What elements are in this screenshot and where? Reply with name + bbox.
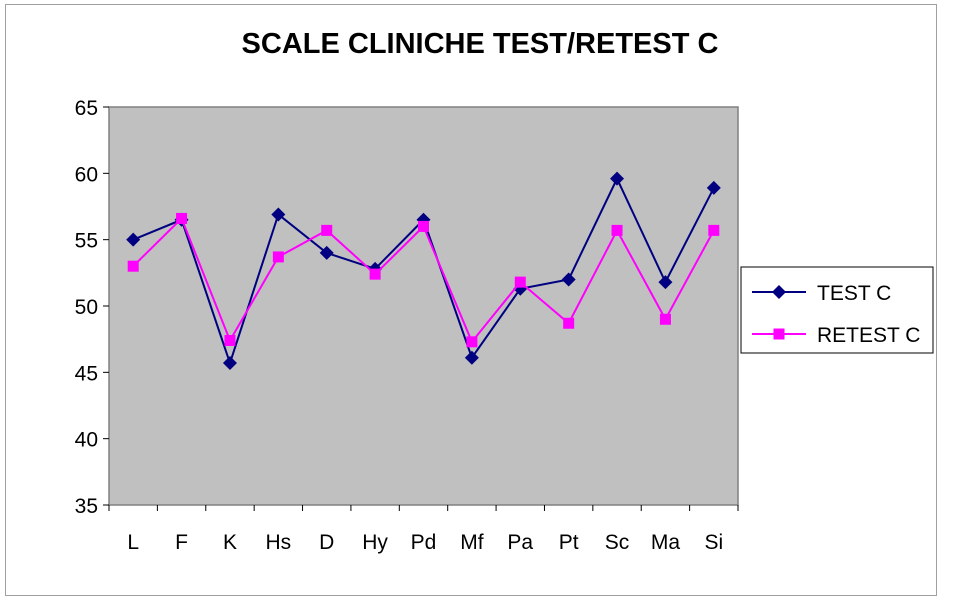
x-tick-label: Mf bbox=[460, 531, 483, 554]
x-tick-label: K bbox=[223, 531, 237, 554]
legend: TEST C RETEST C bbox=[740, 266, 934, 354]
y-tick-label: 35 bbox=[75, 495, 98, 518]
data-point bbox=[127, 260, 139, 272]
y-tick-label: 40 bbox=[75, 429, 98, 452]
legend-marker bbox=[773, 328, 785, 340]
y-tick-label: 45 bbox=[75, 362, 98, 385]
data-point bbox=[319, 245, 334, 260]
x-tick-label: Pt bbox=[559, 531, 579, 554]
y-tick-label: 50 bbox=[75, 296, 98, 319]
data-point bbox=[176, 212, 188, 224]
y-tick-label: 65 bbox=[75, 97, 98, 120]
data-point bbox=[321, 224, 333, 236]
series-layer bbox=[126, 171, 721, 371]
data-point bbox=[658, 275, 673, 290]
x-tick-label: Pa bbox=[507, 531, 533, 554]
data-point bbox=[708, 224, 720, 236]
data-point bbox=[464, 350, 479, 365]
data-point bbox=[271, 207, 286, 222]
x-tick-label: Hy bbox=[362, 531, 388, 554]
data-point bbox=[224, 334, 236, 346]
plot-area bbox=[108, 106, 739, 506]
data-point bbox=[514, 276, 526, 288]
data-point bbox=[466, 336, 478, 348]
legend-label: RETEST C bbox=[817, 324, 920, 347]
x-tick-label: Hs bbox=[266, 531, 292, 554]
series-retest-c bbox=[127, 212, 720, 348]
x-tick-label: D bbox=[319, 531, 334, 554]
x-tick-label: L bbox=[127, 531, 139, 554]
y-axis: 35 40 45 50 55 60 65 bbox=[75, 97, 109, 518]
legend-box bbox=[740, 266, 934, 354]
data-point bbox=[659, 313, 671, 325]
data-point bbox=[418, 220, 429, 232]
x-tick-label: F bbox=[175, 531, 188, 554]
legend-label: TEST C bbox=[817, 282, 891, 305]
data-point bbox=[222, 356, 237, 371]
chart-title: SCALE CLINICHE TEST/RETEST C bbox=[242, 28, 719, 60]
data-point bbox=[706, 180, 721, 195]
x-tick-label: Ma bbox=[651, 531, 680, 554]
x-tick-label: Sc bbox=[605, 531, 630, 554]
x-axis: L F K Hs D Hy Pd Mf Pa Pt Sc Ma Si bbox=[108, 505, 739, 554]
data-point bbox=[563, 317, 575, 329]
data-point bbox=[611, 224, 623, 236]
data-point bbox=[272, 251, 284, 263]
data-point bbox=[369, 268, 381, 280]
y-tick-label: 60 bbox=[75, 163, 98, 186]
x-tick-label: Si bbox=[704, 531, 723, 554]
data-point bbox=[126, 232, 141, 247]
y-tick-label: 55 bbox=[75, 230, 98, 253]
legend-marker bbox=[772, 285, 786, 299]
data-point bbox=[610, 171, 625, 186]
x-tick-label: Pd bbox=[411, 531, 437, 554]
data-point bbox=[561, 272, 576, 287]
